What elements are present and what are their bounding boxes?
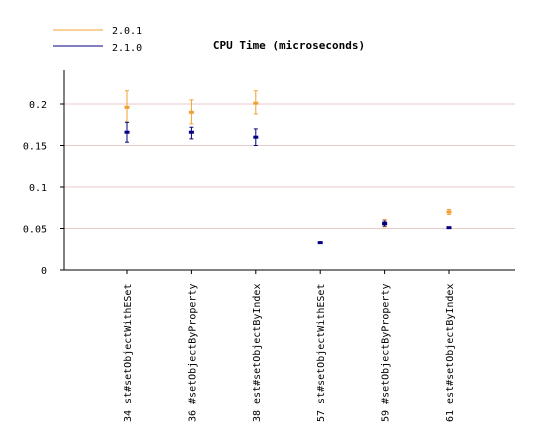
legend-entry-2-1-0: 2.1.0: [53, 43, 142, 54]
data-point: [124, 130, 130, 134]
legend-label-2-1-0: 2.1.0: [112, 43, 142, 54]
x-tick-label: 36 #setObjectByProperty: [187, 284, 198, 422]
data-point: [382, 222, 388, 226]
y-tick-labels: 0 0.05 0.1 0.15 0.2: [23, 100, 64, 277]
data-point: [317, 241, 323, 245]
series-layer: [124, 90, 452, 245]
chart-title: CPU Time (microseconds): [213, 39, 365, 52]
grid-layer: [64, 103, 515, 229]
x-tick-label: 38 est#setObjectByIndex: [252, 284, 263, 422]
axis-layer: [63, 70, 515, 271]
x-tick-label: 57 st#setObjectWithESet: [316, 284, 327, 422]
series-2-1-0: [124, 121, 452, 245]
legend-label-2-0-1: 2.0.1: [112, 26, 142, 37]
x-tick-label: 61 est#setObjectByIndex: [445, 284, 456, 422]
y-tick-label: 0.2: [29, 100, 47, 111]
data-point: [188, 110, 194, 114]
data-point: [446, 226, 452, 230]
y-tick-label: 0.1: [29, 183, 47, 194]
x-tick-label: 34 st#setObjectWithESet: [123, 284, 134, 422]
data-point: [253, 101, 259, 105]
data-point: [446, 210, 452, 214]
series-2-0-1: [124, 90, 452, 228]
y-tick-label: 0.15: [23, 142, 47, 153]
legend: 2.0.1 2.1.0: [53, 26, 142, 54]
legend-entry-2-0-1: 2.0.1: [53, 26, 142, 37]
y-tick-label: 0: [41, 266, 47, 277]
y-tick-label: 0.05: [23, 225, 47, 236]
x-tick-labels: 34 st#setObjectWithESet 36 #setObjectByPr…: [123, 270, 456, 422]
x-tick-label: 59 #setObjectByProperty: [381, 284, 392, 422]
data-point: [253, 135, 259, 139]
data-point: [124, 105, 130, 109]
data-point: [188, 130, 194, 134]
